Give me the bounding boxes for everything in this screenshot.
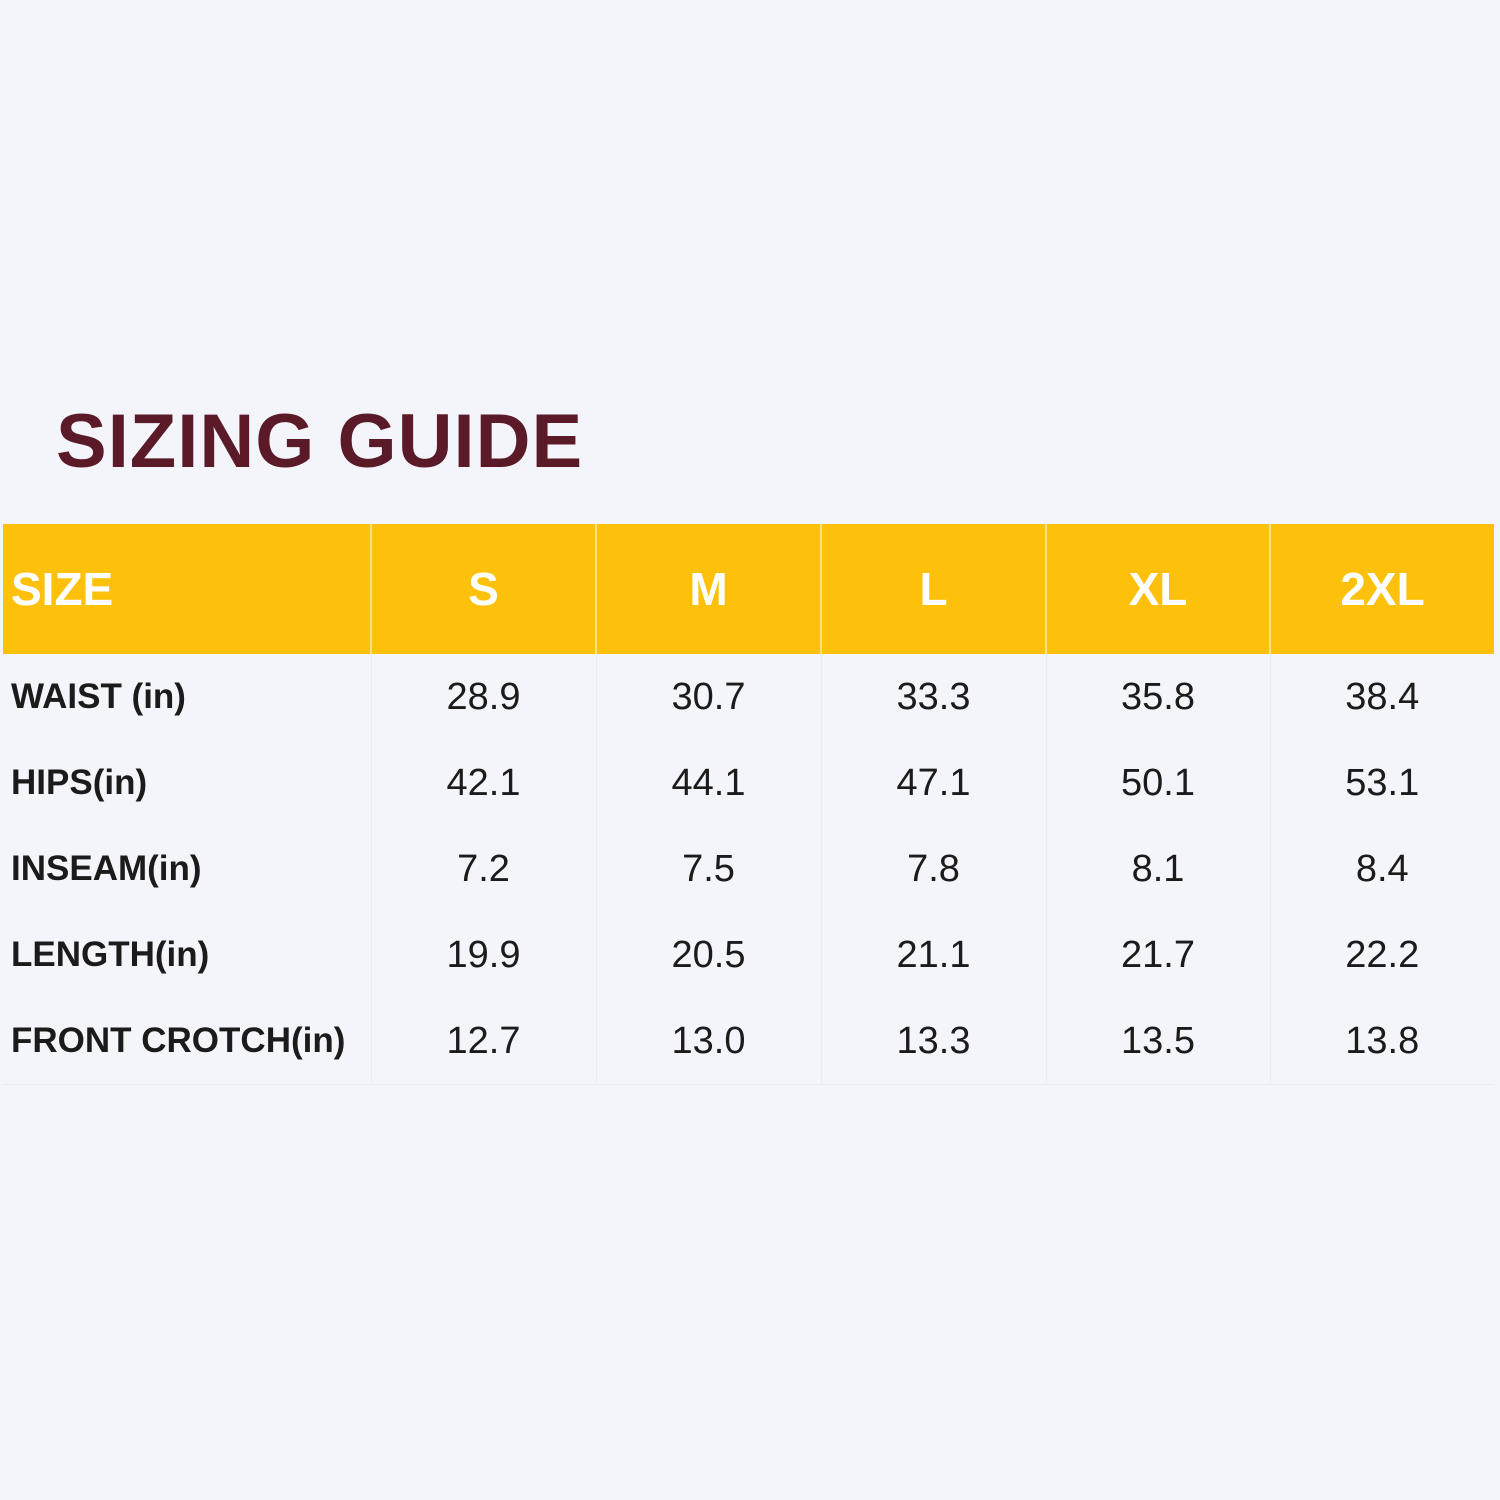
table-cell: 30.7: [595, 654, 821, 740]
table-cell: 7.8: [820, 826, 1046, 912]
table-cell: 13.8: [1269, 998, 1494, 1085]
row-label: FRONT CROTCH(in): [3, 998, 371, 1085]
table-cell: 38.4: [1269, 654, 1494, 740]
table-cell: 42.1: [370, 740, 596, 826]
table-cell: 19.9: [370, 912, 596, 998]
table-cell: 7.2: [370, 826, 596, 912]
table-cell: 28.9: [370, 654, 596, 740]
table-row-inseam: INSEAM(in) 7.2 7.5 7.8 8.1 8.4: [3, 826, 1494, 912]
table-cell: 8.4: [1269, 826, 1494, 912]
header-2xl: 2XL: [1269, 524, 1494, 654]
table-cell: 13.5: [1045, 998, 1270, 1085]
table-row-length: LENGTH(in) 19.9 20.5 21.1 21.7 22.2: [3, 912, 1494, 998]
table-cell: 22.2: [1269, 912, 1494, 998]
table-cell: 7.5: [595, 826, 821, 912]
row-label: HIPS(in): [3, 740, 371, 826]
table-cell: 8.1: [1045, 826, 1270, 912]
row-label: LENGTH(in): [3, 912, 371, 998]
table-cell: 35.8: [1045, 654, 1270, 740]
header-size: SIZE: [3, 524, 371, 654]
table-cell: 50.1: [1045, 740, 1270, 826]
row-label: WAIST (in): [3, 654, 371, 740]
table-cell: 33.3: [820, 654, 1046, 740]
header-s: S: [370, 524, 596, 654]
table-row-front-crotch: FRONT CROTCH(in) 12.7 13.0 13.3 13.5 13.…: [3, 998, 1494, 1085]
sizing-table: SIZE S M L XL 2XL WAIST (in) 28.9 30.7 3…: [3, 524, 1494, 1085]
table-cell: 21.7: [1045, 912, 1270, 998]
table-row-hips: HIPS(in) 42.1 44.1 47.1 50.1 53.1: [3, 740, 1494, 826]
table-cell: 13.3: [820, 998, 1046, 1085]
header-l: L: [820, 524, 1046, 654]
row-label: INSEAM(in): [3, 826, 371, 912]
table-cell: 47.1: [820, 740, 1046, 826]
table-cell: 44.1: [595, 740, 821, 826]
table-cell: 20.5: [595, 912, 821, 998]
table-row-waist: WAIST (in) 28.9 30.7 33.3 35.8 38.4: [3, 654, 1494, 740]
table-cell: 13.0: [595, 998, 821, 1085]
table-cell: 53.1: [1269, 740, 1494, 826]
page-title: SIZING GUIDE: [56, 399, 584, 484]
header-m: M: [595, 524, 821, 654]
header-xl: XL: [1045, 524, 1270, 654]
table-cell: 21.1: [820, 912, 1046, 998]
table-header-row: SIZE S M L XL 2XL: [3, 524, 1494, 654]
table-cell: 12.7: [370, 998, 596, 1085]
